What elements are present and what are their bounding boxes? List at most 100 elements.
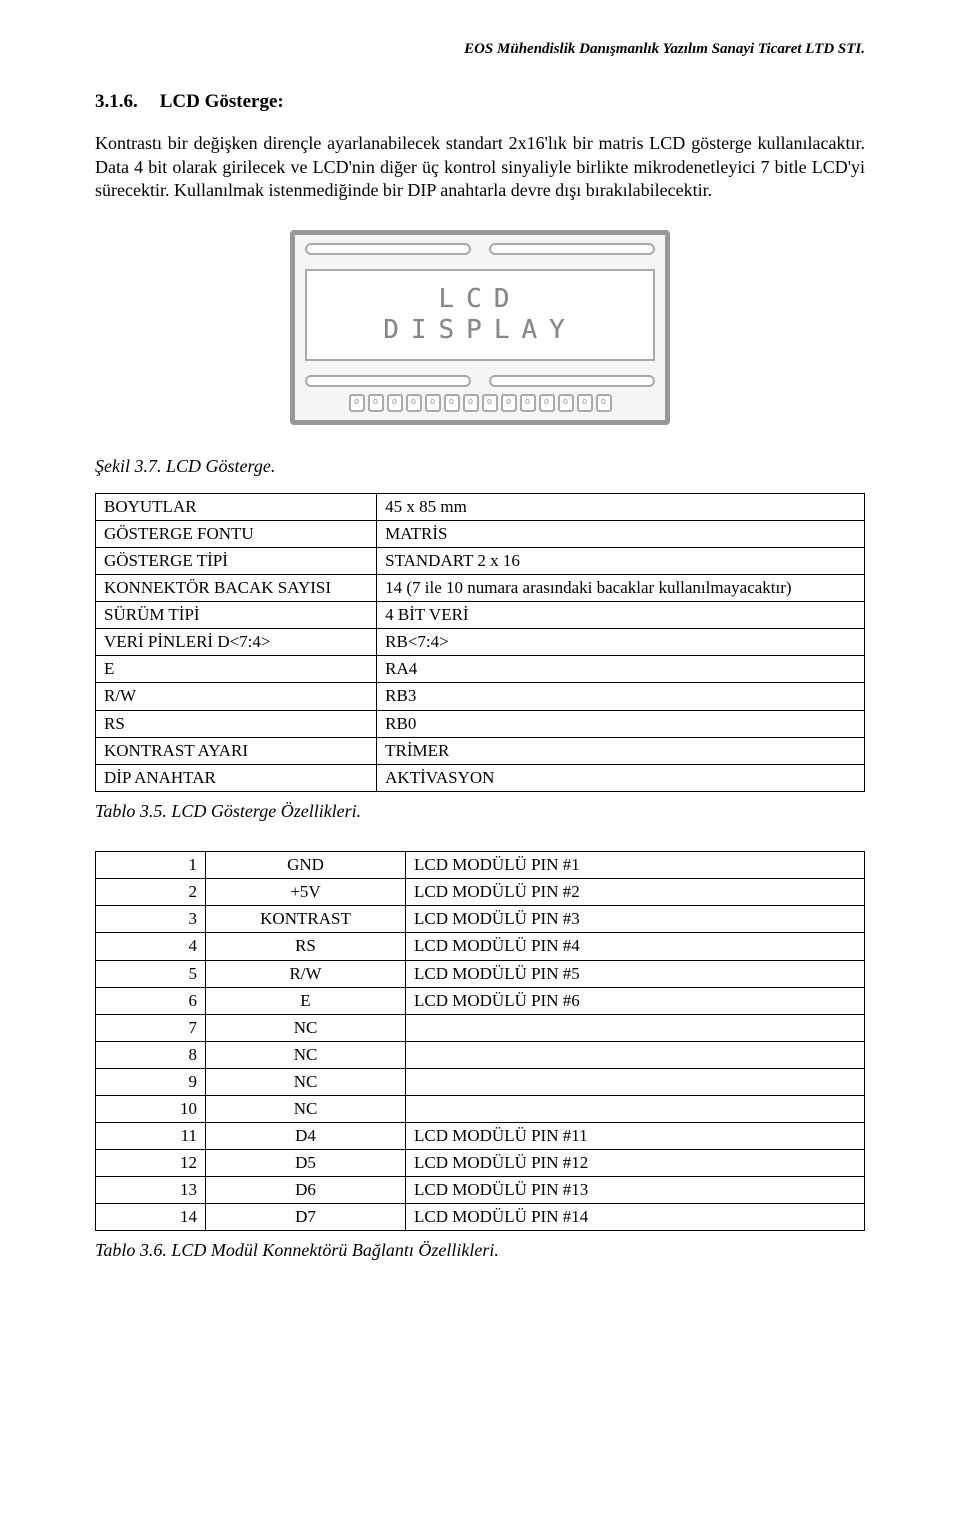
- table-row: 3KONTRASTLCD MODÜLÜ PIN #3: [96, 906, 865, 933]
- table-cell: 10: [96, 1096, 206, 1123]
- table-row: 1GNDLCD MODÜLÜ PIN #1: [96, 852, 865, 879]
- table-cell: E: [96, 656, 377, 683]
- table-cell: D4: [206, 1123, 406, 1150]
- table-cell: 12: [96, 1150, 206, 1177]
- table-cell: RB3: [377, 683, 865, 710]
- table-cell: KONTRAST: [206, 906, 406, 933]
- table-row: KONNEKTÖR BACAK SAYISI14 (7 ile 10 numar…: [96, 575, 865, 602]
- table-cell: KONNEKTÖR BACAK SAYISI: [96, 575, 377, 602]
- table-cell: RB<7:4>: [377, 629, 865, 656]
- table-cell: NC: [206, 1014, 406, 1041]
- table-row: 11D4LCD MODÜLÜ PIN #11: [96, 1123, 865, 1150]
- table-row: 4RSLCD MODÜLÜ PIN #4: [96, 933, 865, 960]
- table-row: GÖSTERGE TİPİSTANDART 2 x 16: [96, 547, 865, 574]
- table-cell: NC: [206, 1041, 406, 1068]
- table-cell: +5V: [206, 879, 406, 906]
- table-cell: E: [206, 987, 406, 1014]
- table-cell: D5: [206, 1150, 406, 1177]
- section-paragraph: Kontrastı bir değişken dirençle ayarlana…: [95, 132, 865, 202]
- table-cell: 4: [96, 933, 206, 960]
- table-cell: BOYUTLAR: [96, 493, 377, 520]
- lcd-pin: o: [368, 394, 384, 412]
- lcd-pin: o: [577, 394, 593, 412]
- table-cell: [406, 1041, 865, 1068]
- lcd-pin: o: [463, 394, 479, 412]
- table-cell: LCD MODÜLÜ PIN #12: [406, 1150, 865, 1177]
- table-row: KONTRAST AYARITRİMER: [96, 737, 865, 764]
- figure-caption: Şekil 3.7. LCD Gösterge.: [95, 455, 865, 478]
- lcd-pin: o: [501, 394, 517, 412]
- table-row: 10NC: [96, 1096, 865, 1123]
- table-2-caption: Tablo 3.6. LCD Modül Konnektörü Bağlantı…: [95, 1239, 865, 1262]
- table-cell: VERİ PİNLERİ D<7:4>: [96, 629, 377, 656]
- table-row: 6ELCD MODÜLÜ PIN #6: [96, 987, 865, 1014]
- table-cell: D7: [206, 1204, 406, 1231]
- table-row: ERA4: [96, 656, 865, 683]
- table-cell: MATRİS: [377, 520, 865, 547]
- table-cell: KONTRAST AYARI: [96, 737, 377, 764]
- section-heading: 3.1.6. LCD Gösterge:: [95, 90, 865, 115]
- table-row: R/WRB3: [96, 683, 865, 710]
- table-row: GÖSTERGE FONTUMATRİS: [96, 520, 865, 547]
- table-cell: [406, 1014, 865, 1041]
- table-cell: NC: [206, 1068, 406, 1095]
- table-cell: [406, 1068, 865, 1095]
- table-cell: 14 (7 ile 10 numara arasındaki bacaklar …: [377, 575, 865, 602]
- table-cell: 3: [96, 906, 206, 933]
- table-cell: 6: [96, 987, 206, 1014]
- table-cell: R/W: [206, 960, 406, 987]
- lcd-slot: [489, 375, 655, 387]
- lcd-pin: o: [425, 394, 441, 412]
- table-row: RSRB0: [96, 710, 865, 737]
- table-cell: 45 x 85 mm: [377, 493, 865, 520]
- lcd-pin: o: [444, 394, 460, 412]
- table-row: BOYUTLAR45 x 85 mm: [96, 493, 865, 520]
- table-cell: R/W: [96, 683, 377, 710]
- table-cell: 9: [96, 1068, 206, 1095]
- table-cell: LCD MODÜLÜ PIN #6: [406, 987, 865, 1014]
- table-row: 8NC: [96, 1041, 865, 1068]
- table-cell: LCD MODÜLÜ PIN #4: [406, 933, 865, 960]
- lcd-figure: LCD DISPLAY oooooooooooooo: [95, 230, 865, 425]
- lcd-slot: [305, 243, 471, 255]
- table-cell: LCD MODÜLÜ PIN #14: [406, 1204, 865, 1231]
- table-cell: 1: [96, 852, 206, 879]
- table-cell: RB0: [377, 710, 865, 737]
- table-row: VERİ PİNLERİ D<7:4>RB<7:4>: [96, 629, 865, 656]
- table-cell: LCD MODÜLÜ PIN #1: [406, 852, 865, 879]
- table-cell: LCD MODÜLÜ PIN #2: [406, 879, 865, 906]
- lcd-pin: o: [539, 394, 555, 412]
- lcd-pin-row: oooooooooooooo: [305, 394, 655, 412]
- table-cell: RS: [206, 933, 406, 960]
- lcd-slot: [489, 243, 655, 255]
- table-row: 5R/WLCD MODÜLÜ PIN #5: [96, 960, 865, 987]
- section-number: 3.1.6.: [95, 90, 155, 115]
- table-cell: TRİMER: [377, 737, 865, 764]
- lcd-pin: o: [387, 394, 403, 412]
- lcd-pin: o: [558, 394, 574, 412]
- table-cell: 13: [96, 1177, 206, 1204]
- section-title-text: LCD Gösterge:: [160, 91, 284, 112]
- table-row: 7NC: [96, 1014, 865, 1041]
- table-cell: D6: [206, 1177, 406, 1204]
- page-header-company: EOS Mühendislik Danışmanlık Yazılım Sana…: [95, 40, 865, 60]
- lcd-bottom-slots: [305, 375, 655, 387]
- table-row: 2+5VLCD MODÜLÜ PIN #2: [96, 879, 865, 906]
- table-row: SÜRÜM TİPİ4 BİT VERİ: [96, 602, 865, 629]
- table-row: 14D7LCD MODÜLÜ PIN #14: [96, 1204, 865, 1231]
- table-2-block: 1GNDLCD MODÜLÜ PIN #12+5VLCD MODÜLÜ PIN …: [95, 851, 865, 1231]
- table-cell: LCD MODÜLÜ PIN #11: [406, 1123, 865, 1150]
- table-cell: [406, 1096, 865, 1123]
- table-row: DİP ANAHTARAKTİVASYON: [96, 764, 865, 791]
- table-cell: GÖSTERGE FONTU: [96, 520, 377, 547]
- table-cell: 8: [96, 1041, 206, 1068]
- table-1-caption: Tablo 3.5. LCD Gösterge Özellikleri.: [95, 800, 865, 823]
- table-cell: RA4: [377, 656, 865, 683]
- table-row: 12D5LCD MODÜLÜ PIN #12: [96, 1150, 865, 1177]
- table-cell: 14: [96, 1204, 206, 1231]
- table-cell: RS: [96, 710, 377, 737]
- lcd-line-1: LCD: [439, 284, 522, 315]
- lcd-pin: o: [596, 394, 612, 412]
- lcd-slot: [305, 375, 471, 387]
- table-cell: 5: [96, 960, 206, 987]
